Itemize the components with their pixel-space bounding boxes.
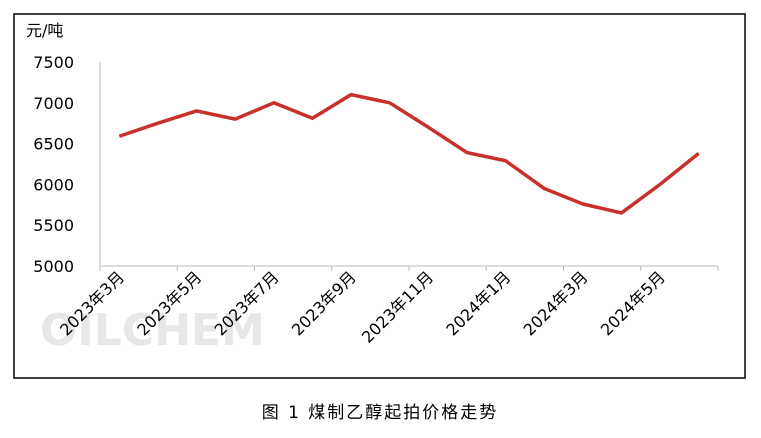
y-tick-label: 5000 bbox=[33, 257, 74, 276]
x-tick-label: 2023年11月 bbox=[358, 267, 437, 346]
y-tick-label: 6000 bbox=[33, 175, 74, 194]
chart-frame bbox=[13, 13, 746, 379]
line bbox=[118, 92, 700, 215]
watermark: OILCHEM bbox=[40, 305, 265, 356]
x-tick-label: 2024年1月 bbox=[442, 267, 514, 339]
y-axis-label: 元/吨 bbox=[26, 21, 63, 40]
y-tick-label: 7000 bbox=[33, 94, 74, 113]
x-tick-label: 2024年5月 bbox=[597, 267, 669, 339]
caption: 图 1 煤制乙醇起拍价格走势 bbox=[262, 403, 499, 423]
x-tick-label: 2023年9月 bbox=[288, 267, 360, 339]
x-tick-label: 2024年3月 bbox=[520, 267, 592, 339]
y-tick-label: 5500 bbox=[33, 216, 74, 235]
y-tick-label: 6500 bbox=[33, 135, 74, 154]
y-tick-label: 7500 bbox=[33, 53, 74, 72]
